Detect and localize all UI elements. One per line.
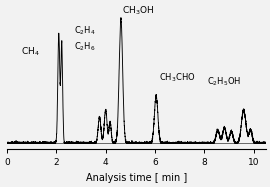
Text: C$_2$H$_4$: C$_2$H$_4$ [74,24,96,37]
Text: CH$_3$CHO: CH$_3$CHO [159,72,196,84]
Text: C$_2$H$_6$: C$_2$H$_6$ [74,41,96,53]
X-axis label: Analysis time [ min ]: Analysis time [ min ] [86,173,187,183]
Text: C$_2$H$_5$OH: C$_2$H$_5$OH [207,75,241,88]
Text: CH$_3$OH: CH$_3$OH [122,4,155,16]
Text: CH$_4$: CH$_4$ [21,45,39,58]
